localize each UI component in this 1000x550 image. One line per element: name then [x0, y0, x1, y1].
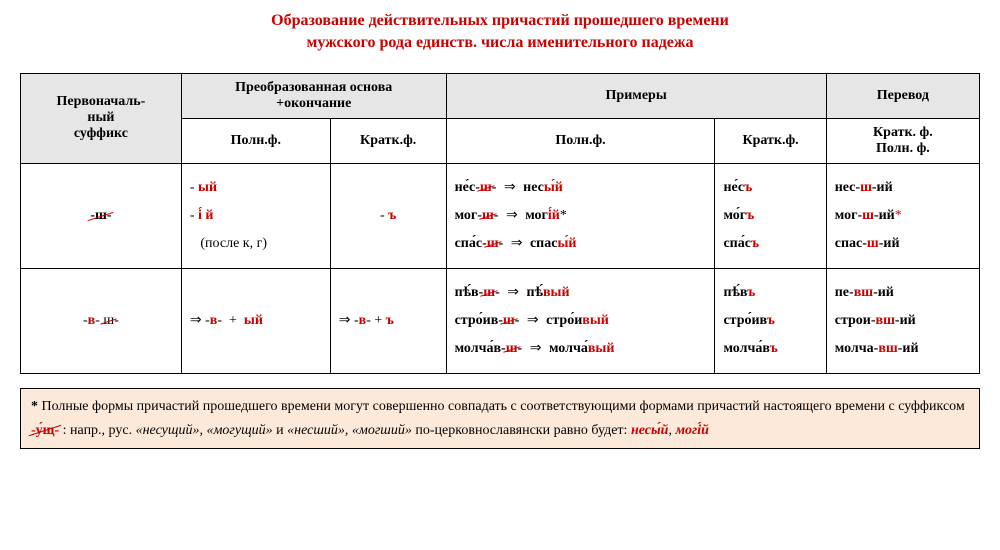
sub-krat-1: Кратк.ф. — [330, 118, 446, 163]
cell-suffix-2: -в- ш- — [21, 268, 182, 373]
header-basis: Преобразованная основа +окончание — [181, 73, 446, 118]
footnote: * Полные формы причастий прошедшего врем… — [20, 388, 980, 450]
cell-ex-poln-2: пѣ́в-ш- ⇒ пѣ́выйстро́ив-ш- ⇒ стро́ивыймо… — [446, 268, 715, 373]
cell-ex-krat-2: пѣ́въстро́ивъмолча́въ — [715, 268, 826, 373]
cell-krat-2: ⇒ -в- + ъ — [330, 268, 446, 373]
header-translation: Перевод — [826, 73, 979, 118]
header-suffix: Первоначаль- ный суффикс — [21, 73, 182, 163]
cell-krat-1: - ъ — [330, 163, 446, 268]
sub-poln-2: Полн.ф. — [446, 118, 715, 163]
cell-ex-krat-1: не́съмо́гъспа́съ — [715, 163, 826, 268]
grammar-table: Первоначаль- ный суффикс Преобразованная… — [20, 73, 980, 374]
cell-trans-2: пе-вш-ийстрои-вш-иймолча-вш-ий — [826, 268, 979, 373]
cell-poln-1: - ый- і́ й (после к, г) — [181, 163, 330, 268]
table-row: -в- ш- ⇒ -в- + ый ⇒ -в- + ъ пѣ́в-ш- ⇒ пѣ… — [21, 268, 980, 373]
sub-krat-2: Кратк.ф. — [715, 118, 826, 163]
cell-trans-1: нес-ш-иймог-ш-ий*спас-ш-ий — [826, 163, 979, 268]
sub-trans: Кратк. ф. Полн. ф. — [826, 118, 979, 163]
sub-poln-1: Полн.ф. — [181, 118, 330, 163]
cell-poln-2: ⇒ -в- + ый — [181, 268, 330, 373]
table-row: -ш- - ый- і́ й (после к, г) - ъ не́с-ш- … — [21, 163, 980, 268]
cell-ex-poln-1: не́с-ш- ⇒ несы́ймог-ш- ⇒ могі́й*спа́с-ш-… — [446, 163, 715, 268]
cell-suffix-1: -ш- — [21, 163, 182, 268]
title-line1: Образование действительных причастий про… — [271, 12, 729, 29]
title-line2: мужского рода единств. числа именительно… — [306, 34, 693, 51]
page-title: Образование действительных причастий про… — [20, 10, 980, 55]
header-examples: Примеры — [446, 73, 826, 118]
